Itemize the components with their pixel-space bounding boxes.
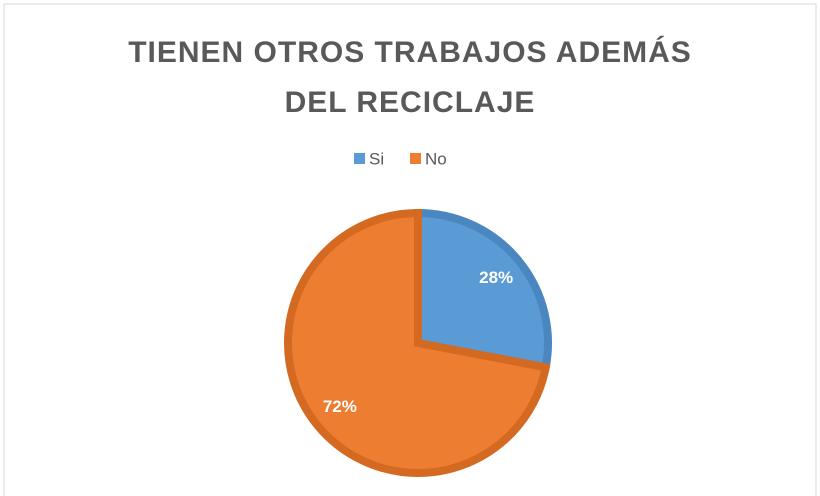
- data-label: 72%: [323, 397, 357, 416]
- chart-frame: [3, 3, 817, 496]
- legend-swatch: [410, 153, 421, 164]
- legend-swatch: [354, 153, 365, 164]
- chart-title: TIENEN OTROS TRABAJOS ADEMÁS DEL RECICLA…: [128, 36, 692, 119]
- data-label: 28%: [479, 268, 513, 287]
- legend-label: Si: [369, 149, 384, 168]
- pie-slice: [414, 208, 552, 373]
- legend-label: No: [425, 149, 447, 168]
- pie-slice: [284, 208, 551, 477]
